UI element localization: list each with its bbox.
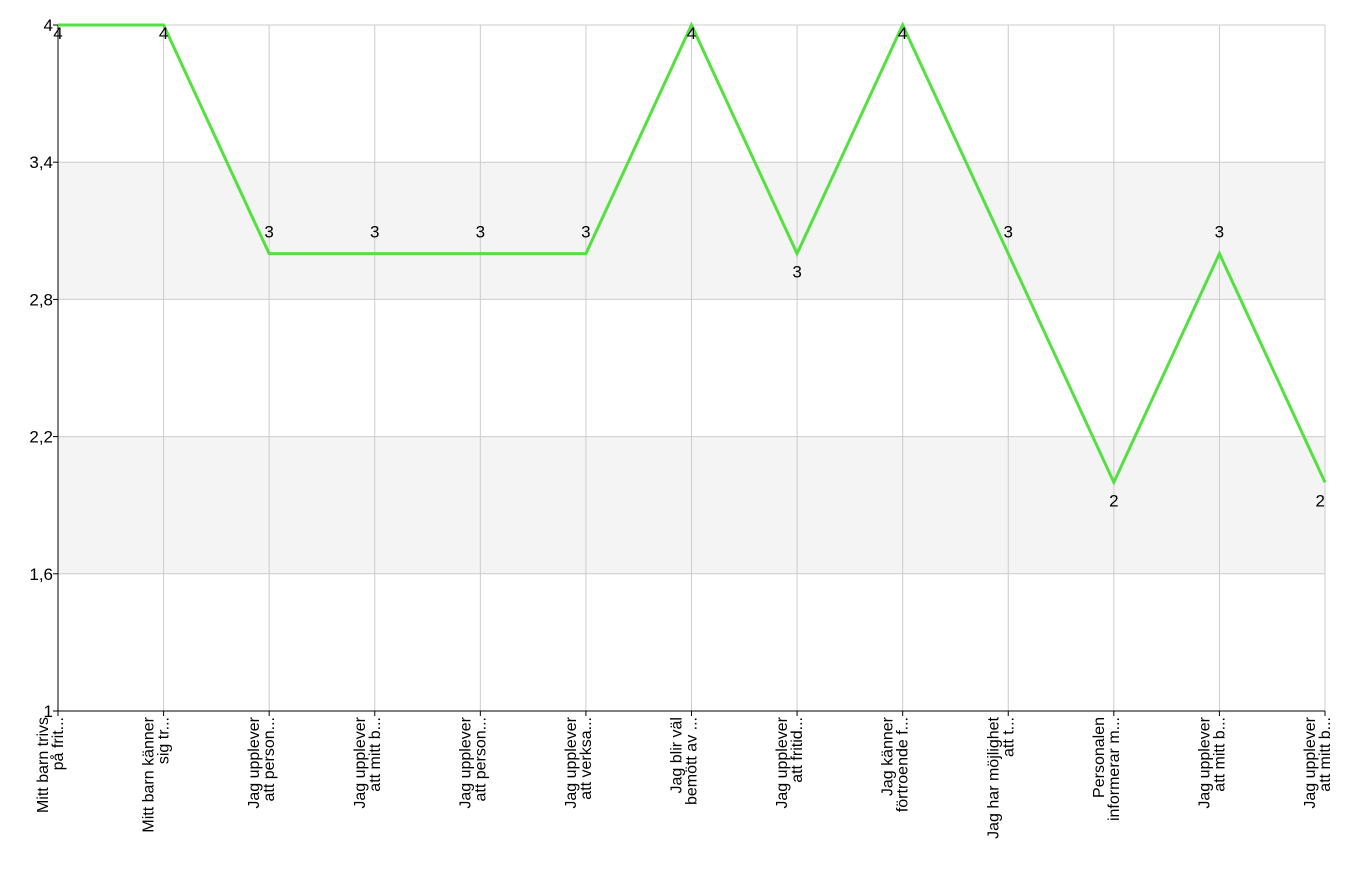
x-tick-label-line: Jag upplever — [457, 716, 474, 808]
data-label: 3 — [476, 223, 485, 242]
data-label: 4 — [687, 24, 696, 43]
data-label: 2 — [1109, 491, 1118, 510]
x-tick-label-group: Jag uppleveratt mitt b... — [1196, 716, 1228, 808]
x-tick-label-line: sig tr... — [156, 717, 173, 764]
x-tick-label: Jag kännerförtroende f... — [880, 716, 912, 812]
x-tick-label-group: Jag uppleveratt mitt b... — [352, 716, 384, 808]
x-tick-label: Mitt barn kännersig tr... — [141, 716, 173, 832]
data-label: 4 — [898, 24, 907, 43]
data-label: 3 — [1004, 223, 1013, 242]
x-tick-label: Jag uppleveratt mitt b... — [1302, 716, 1334, 808]
x-tick-label-line: att person... — [472, 717, 489, 802]
data-label: 3 — [792, 263, 801, 282]
x-tick-label-line: Mitt barn trivs — [35, 717, 52, 813]
x-tick-label-group: Personaleninformerar m... — [1091, 717, 1123, 821]
x-tick-label: Mitt barn trivspå frit... — [35, 717, 67, 813]
y-tick-label: 3,4 — [29, 153, 53, 172]
data-label: 3 — [370, 223, 379, 242]
x-tick-label-line: bemött av ... — [684, 717, 701, 805]
data-labels: 4 4 3 3 3 3 4 3 4 3 2 3 2 — [53, 24, 1325, 510]
x-tick-label-line: Jag blir väl — [669, 717, 686, 793]
x-tick-label-group: Mitt barn trivspå frit... — [35, 717, 67, 813]
x-tick-label-line: Jag upplever — [774, 716, 791, 808]
x-tick-label: Jag uppleveratt mitt b... — [352, 716, 384, 808]
vertical-gridlines — [163, 25, 1326, 711]
x-tick-label-line: att t... — [1000, 717, 1017, 757]
x-tick-label-group: Jag blir välbemött av ... — [669, 717, 701, 805]
x-tick-label-group: Jag uppleveratt person... — [246, 716, 278, 808]
data-label: 3 — [1215, 223, 1224, 242]
x-tick-label-line: Jag upplever — [563, 716, 580, 808]
y-axis: 1 1,6 2,2 2,8 3,4 4 — [29, 16, 59, 721]
data-label: 3 — [581, 223, 590, 242]
y-tick-label: 2,8 — [29, 290, 53, 309]
x-tick-label-group: Mitt barn kännersig tr... — [141, 716, 173, 832]
x-tick-label-line: Jag upplever — [1302, 716, 1319, 808]
x-tick-label: Jag uppleveratt verksa... — [563, 716, 595, 808]
x-tick-label-line: Jag upplever — [352, 716, 369, 808]
x-tick-label: Jag blir välbemött av ... — [669, 717, 701, 805]
x-axis: Mitt barn trivspå frit... Mitt barn känne… — [35, 710, 1334, 839]
x-tick-label-group: Jag uppleveratt person... — [457, 716, 489, 808]
y-tick-label: 1,6 — [29, 565, 53, 584]
x-tick-label: Jag har möjlighetatt t... — [985, 716, 1017, 838]
x-tick-label-line: förtroende f... — [895, 717, 912, 812]
data-label: 4 — [53, 24, 62, 43]
y-tick-label: 4 — [44, 16, 53, 35]
data-label: 4 — [159, 24, 168, 43]
x-tick-label-line: att mitt b... — [1317, 717, 1334, 792]
x-tick-label-line: att fritid... — [789, 717, 806, 783]
x-tick-label-line: att person... — [261, 717, 278, 802]
x-tick-label-group: Jag har möjlighetatt t... — [985, 716, 1017, 838]
x-tick-label-line: Jag känner — [880, 716, 897, 796]
x-tick-label-group: Jag kännerförtroende f... — [880, 716, 912, 812]
x-tick-label-group: Jag uppleveratt verksa... — [563, 716, 595, 808]
x-tick-label-line: Mitt barn känner — [141, 716, 158, 832]
x-tick-label-line: Personalen — [1091, 717, 1108, 798]
x-tick-label-line: Jag har möjlighet — [985, 716, 1002, 838]
x-tick-label: Jag uppleveratt fritid... — [774, 716, 806, 808]
x-tick-label: Jag uppleveratt person... — [246, 716, 278, 808]
x-tick-label-group: Jag uppleveratt mitt b... — [1302, 716, 1334, 808]
x-tick-label-line: att mitt b... — [367, 717, 384, 792]
x-tick-label-line: Jag upplever — [246, 716, 263, 808]
x-tick-label: Jag uppleveratt mitt b... — [1196, 716, 1228, 808]
y-tick-label: 1 — [44, 702, 53, 721]
x-tick-label: Jag uppleveratt person... — [457, 716, 489, 808]
data-label: 2 — [1316, 491, 1325, 510]
x-tick-label: Personaleninformerar m... — [1091, 717, 1123, 821]
x-tick-label-line: på frit... — [49, 717, 67, 770]
data-label: 3 — [264, 223, 273, 242]
x-tick-label-line: Jag upplever — [1196, 716, 1213, 808]
series-line — [58, 21, 1327, 486]
x-tick-label-line: att verksa... — [578, 717, 595, 800]
x-tick-label-group: Jag uppleveratt fritid... — [774, 716, 806, 808]
series-line-group — [58, 21, 1327, 486]
x-tick-label-line: att mitt b... — [1211, 717, 1228, 792]
y-tick-label: 2,2 — [29, 428, 53, 447]
x-tick-label-line: informerar m... — [1106, 717, 1123, 821]
